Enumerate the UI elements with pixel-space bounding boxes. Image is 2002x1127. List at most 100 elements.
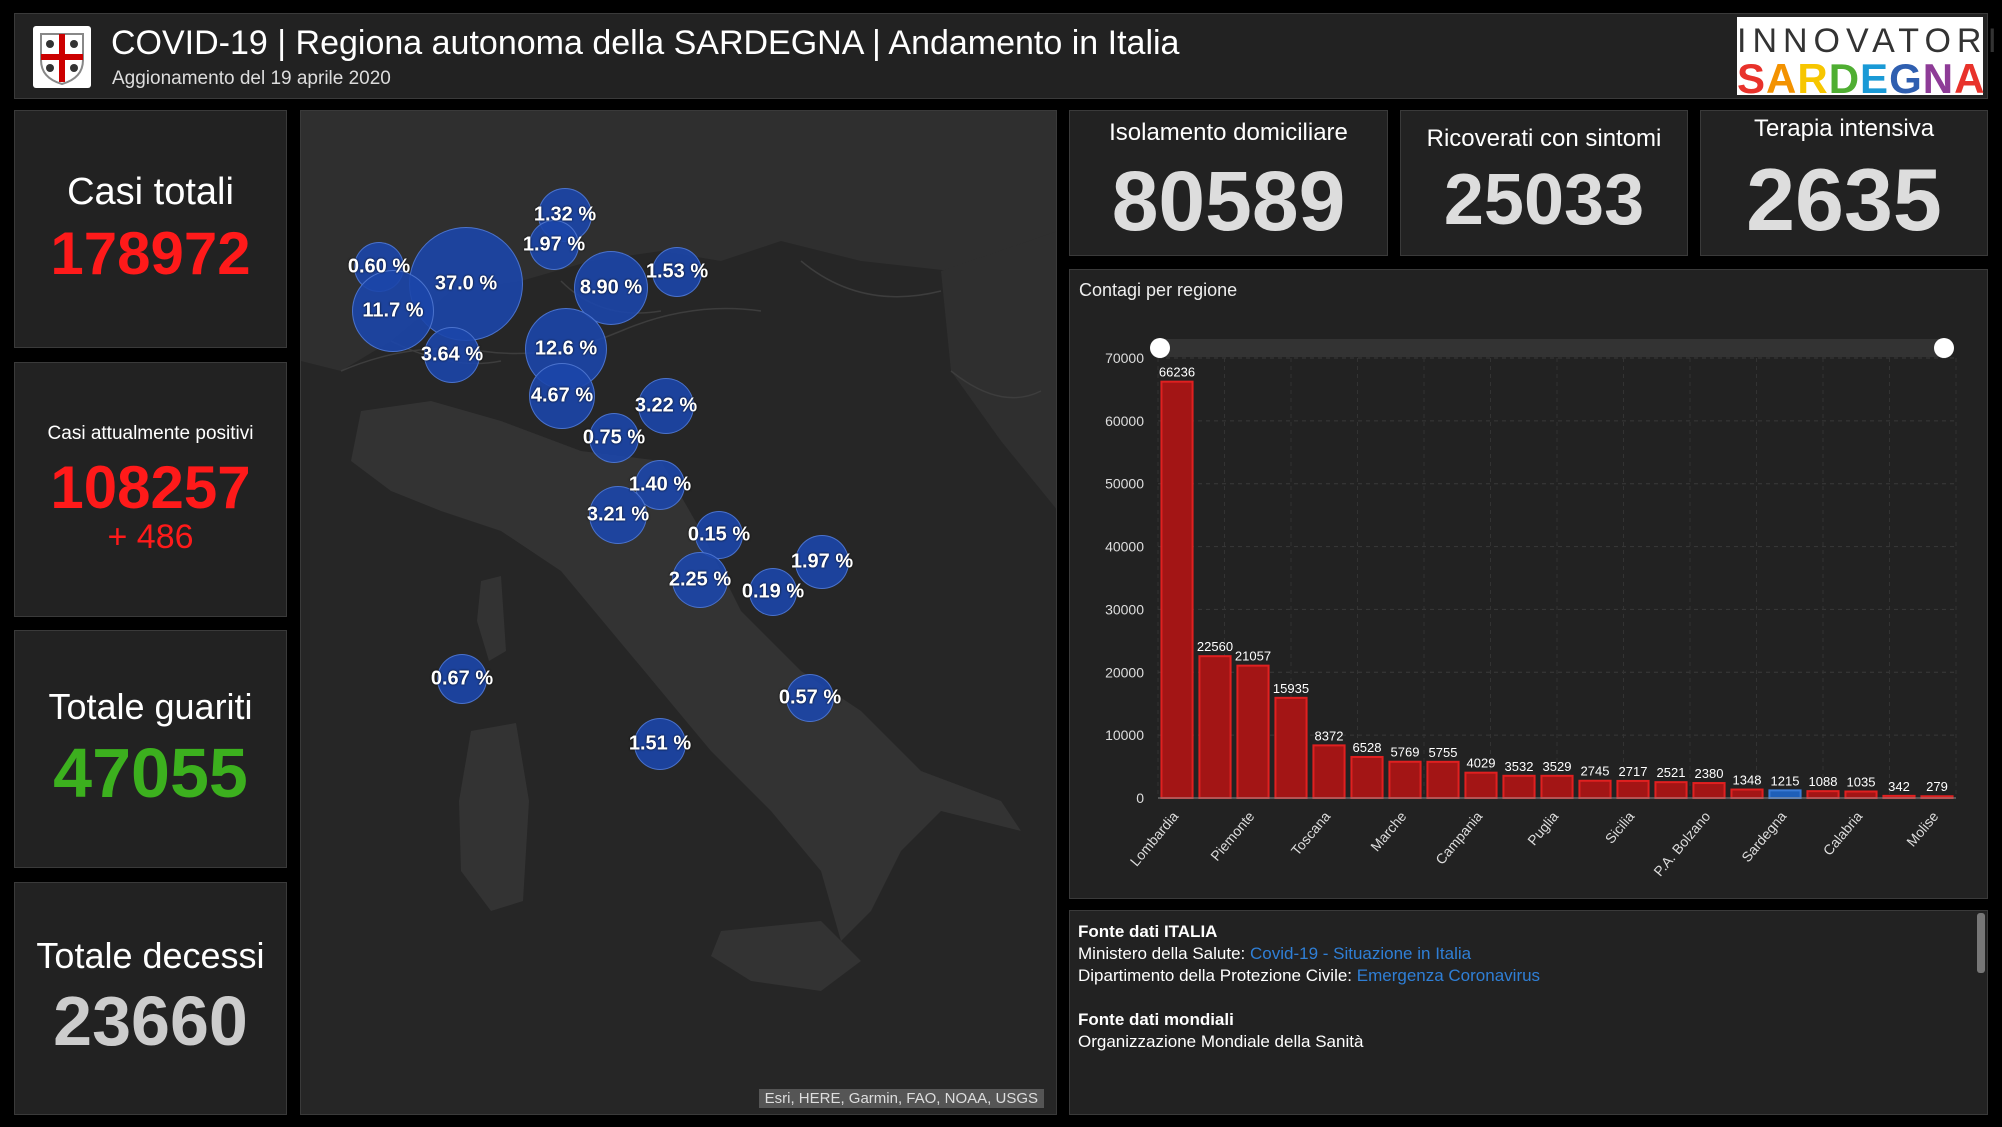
bar[interactable] [1464, 771, 1498, 800]
bar[interactable] [1160, 380, 1194, 800]
bar-value-label: 279 [1926, 779, 1948, 794]
bar[interactable] [1616, 779, 1650, 800]
bar[interactable] [1692, 782, 1726, 799]
protezione-label: Dipartimento della Protezione Civile: [1078, 966, 1357, 985]
region-bubble-label: 8.90 % [579, 276, 643, 299]
terapia-value: 2635 [1746, 150, 1942, 249]
ministero-link[interactable]: Covid-19 - Situazione in Italia [1249, 944, 1472, 963]
bar-value-label: 6528 [1353, 740, 1382, 755]
logo-letter: D [1828, 55, 1861, 102]
bar-value-label: 2521 [1657, 765, 1686, 780]
region-bubble[interactable] [652, 247, 702, 297]
bar-value-label: 8372 [1315, 728, 1344, 743]
ministero-label: Ministero della Salute: [1078, 944, 1250, 963]
casi-totali-value: 178972 [50, 220, 251, 287]
oms-source: Organizzazione Mondiale della Sanità [1078, 1032, 1364, 1051]
region-bubble-label: 4.67 % [530, 384, 594, 407]
scrollbar[interactable] [1977, 913, 1985, 973]
decessi-value: 23660 [53, 982, 248, 1060]
positivi-value: 108257 [50, 454, 251, 521]
guariti-value: 47055 [53, 734, 248, 812]
y-tick-label: 0 [1136, 790, 1144, 806]
range-slider-track [1156, 339, 1946, 357]
terapia-card: Terapia intensiva 2635 [1700, 110, 1988, 256]
region-bubble-label: 0.60 % [347, 255, 411, 278]
region-bubble-label: 0.19 % [741, 580, 805, 603]
y-tick-label: 20000 [1105, 664, 1144, 680]
x-tick-label: Marche [1367, 808, 1409, 854]
bar-value-label: 5769 [1391, 745, 1420, 760]
y-tick-label: 50000 [1105, 476, 1144, 492]
region-bubble[interactable] [589, 413, 639, 463]
region-bubble[interactable] [352, 270, 434, 352]
terapia-label: Terapia intensiva [1753, 115, 1935, 142]
region-bubble-label: 1.32 % [533, 203, 597, 226]
ministero-line: Ministero della Salute: Covid-19 - Situa… [1078, 943, 1979, 965]
page-title: COVID-19 | Regiona autonoma della SARDEG… [111, 24, 1180, 62]
region-bubble[interactable] [424, 327, 480, 383]
bar-value-label: 15935 [1273, 681, 1309, 696]
logo-letter: S [1737, 55, 1767, 102]
decessi-card: Totale decessi 23660 [14, 882, 287, 1115]
bar[interactable] [1768, 789, 1802, 799]
y-tick-label: 30000 [1105, 601, 1144, 617]
isolamento-value: 80589 [1111, 154, 1346, 248]
italy-map[interactable]: 0.60 % 37.0 % 11.7 % 3.64 % 1.32 % 1.97 % 8.90… [300, 110, 1057, 1115]
region-bubble[interactable] [589, 486, 647, 544]
bar[interactable] [1198, 655, 1232, 799]
contagi-bar-chart[interactable]: 0 10000 20000 30000 40000 50000 60000 70000 6623… [1070, 270, 1989, 900]
bar[interactable] [1730, 788, 1764, 799]
bar[interactable] [1806, 790, 1840, 799]
ricoverati-value: 25033 [1443, 160, 1645, 240]
bar-value-label: 21057 [1235, 649, 1271, 664]
bar-value-label: 1348 [1733, 773, 1762, 788]
bar[interactable] [1236, 664, 1270, 800]
region-bubble-label: 1.53 % [645, 260, 709, 283]
guariti-label: Totale guariti [48, 686, 253, 727]
region-bubble[interactable] [638, 378, 694, 434]
region-bubble-label: 0.57 % [778, 686, 842, 709]
guariti-card: Totale guariti 47055 [14, 630, 287, 868]
logo-letter: G [1889, 55, 1923, 102]
x-tick-label: Campania [1432, 808, 1485, 867]
bar[interactable] [1274, 696, 1308, 799]
region-bubble[interactable] [795, 535, 849, 589]
logo-letter: R [1797, 55, 1829, 102]
x-tick-label: Puglia [1524, 808, 1561, 848]
y-tick-label: 40000 [1105, 539, 1144, 555]
positivi-delta: + 486 [107, 518, 194, 556]
logo-letter: N [1922, 55, 1955, 102]
innovatori-sardegna-logo[interactable]: INNOVATORI SARDEGNA [1737, 17, 1997, 102]
protezione-line: Dipartimento della Protezione Civile: Em… [1078, 965, 1979, 987]
fonte-italia-title: Fonte dati ITALIA [1078, 922, 1218, 941]
region-bubble[interactable] [672, 552, 728, 608]
header-bar: COVID-19 | Regiona autonoma della SARDEG… [14, 13, 1997, 102]
region-bubble[interactable] [749, 568, 797, 616]
bar-value-label: 1088 [1809, 774, 1838, 789]
region-bubble[interactable] [529, 363, 595, 429]
bar[interactable] [1426, 760, 1460, 799]
update-date: Aggionamento del 19 aprile 2020 [112, 68, 391, 89]
bar[interactable] [1578, 779, 1612, 800]
bar[interactable] [1654, 781, 1688, 799]
region-bubble[interactable] [786, 674, 834, 722]
bar[interactable] [1540, 774, 1574, 800]
protezione-link[interactable]: Emergenza Coronavirus [1356, 966, 1541, 985]
bar[interactable] [1350, 755, 1384, 799]
region-bubble[interactable] [437, 654, 487, 704]
bar[interactable] [1844, 790, 1878, 799]
bar-value-label: 342 [1888, 779, 1910, 794]
range-slider-left-handle[interactable] [1150, 338, 1170, 358]
bar[interactable] [1312, 744, 1346, 800]
fonte-mondiali-title: Fonte dati mondiali [1078, 1010, 1234, 1029]
bar[interactable] [1388, 760, 1422, 799]
logo-letter: E [1860, 55, 1890, 102]
ricoverati-label: Ricoverati con sintomi [1426, 125, 1662, 152]
x-tick-label: Calabria [1820, 808, 1866, 858]
x-tick-label: Molise [1903, 808, 1941, 849]
range-slider-right-handle[interactable] [1934, 338, 1954, 358]
region-bubble[interactable] [529, 220, 579, 270]
map-attribution: Esri, HERE, Garmin, FAO, NOAA, USGS [758, 1089, 1044, 1108]
bar[interactable] [1502, 774, 1536, 800]
region-bubble[interactable] [634, 718, 686, 770]
